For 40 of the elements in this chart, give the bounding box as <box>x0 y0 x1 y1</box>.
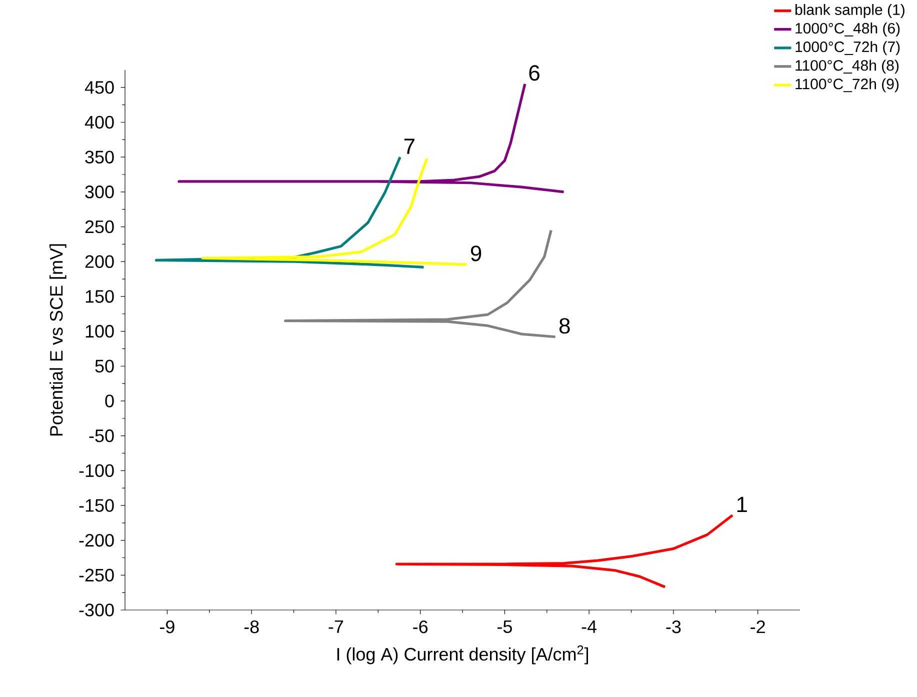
line-series <box>201 157 468 266</box>
legend-label: 1000°C_72h (7) <box>796 41 900 56</box>
y-tick-label: 0 <box>105 394 114 408</box>
y-axis-title: Potential E vs SCE [mV] <box>50 244 66 436</box>
legend-label: 1100°C_72h (9) <box>796 78 898 92</box>
line-series <box>284 228 557 338</box>
annotation: 7 <box>404 138 414 154</box>
y-tick-label: -150 <box>79 499 114 512</box>
y-tick-label: 350 <box>85 150 114 164</box>
y-tick-label: 250 <box>85 220 114 234</box>
legend-label: blank sample (1) <box>795 4 904 18</box>
y-tick-label: 150 <box>86 290 114 303</box>
y-tick-label: -250 <box>79 568 114 582</box>
legend-label: 1100°C_48h (8) <box>796 60 898 74</box>
legend-label: 1000°C_48h (6) <box>796 22 900 37</box>
x-tick-label: -7 <box>328 620 344 633</box>
x-axis-title: I (log A) Current density [A/cm$^{2}$] <box>337 645 588 664</box>
annotation: 8 <box>559 318 570 334</box>
x-tick-label: -6 <box>413 620 428 634</box>
annotation: 9 <box>470 246 482 262</box>
y-tick-label: -300 <box>79 604 114 616</box>
y-tick-label: 400 <box>84 116 114 129</box>
y-tick-label: -50 <box>89 429 114 442</box>
x-tick-label: -8 <box>244 620 259 634</box>
y-tick-label: 300 <box>85 186 114 198</box>
x-tick-label: -2 <box>750 620 765 634</box>
annotation: 6 <box>529 65 540 81</box>
line-series <box>178 82 566 194</box>
y-tick-label: 50 <box>95 360 114 372</box>
annotation: 1 <box>737 496 747 512</box>
x-tick-label: -9 <box>160 620 174 634</box>
y-tick-label: 100 <box>86 324 114 338</box>
x-tick-label: -5 <box>497 620 512 634</box>
y-tick-label: 450 <box>84 81 114 94</box>
y-tick-label: -200 <box>79 534 114 547</box>
y-tick-label: -100 <box>79 464 114 478</box>
x-tick-label: -3 <box>666 620 681 634</box>
x-tick-label: -4 <box>582 620 597 633</box>
y-tick-label: 200 <box>85 255 114 268</box>
line-series <box>395 514 734 588</box>
